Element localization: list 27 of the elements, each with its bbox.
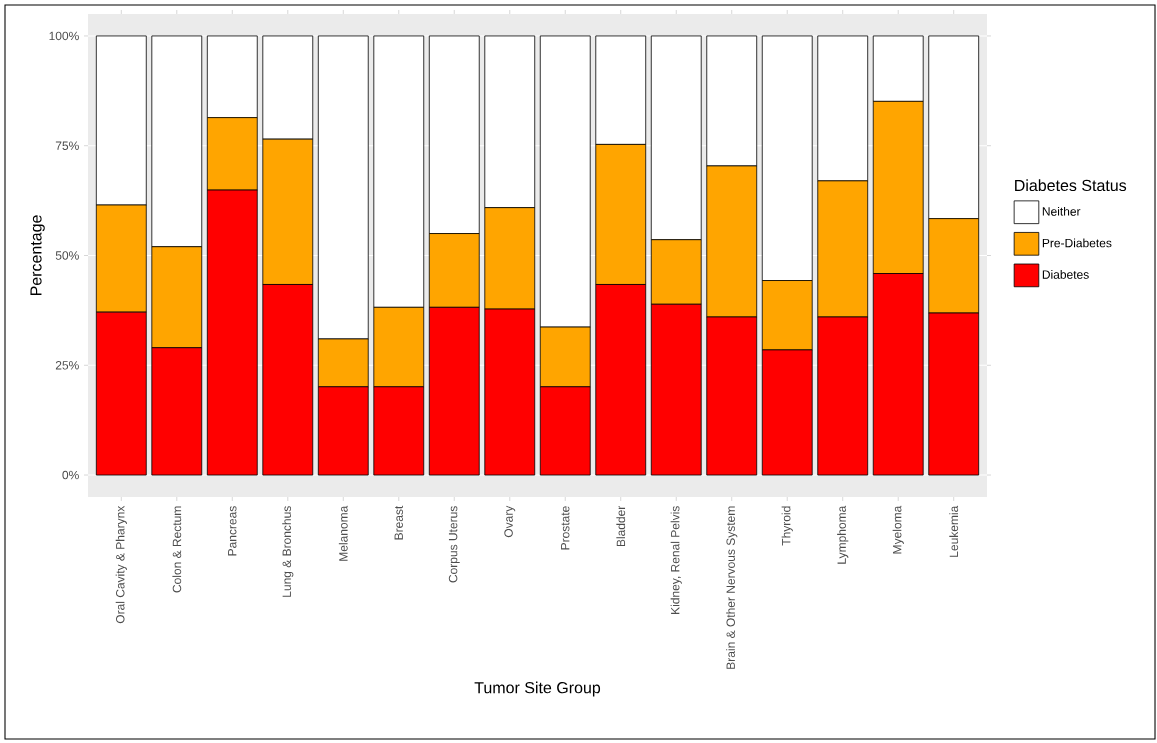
x-tick-label: Lymphoma: [837, 505, 849, 564]
x-tick-label: Thyroid: [781, 506, 793, 546]
x-tick-label: Lung & Bronchus: [282, 506, 294, 597]
x-tick-label: Prostate: [561, 506, 570, 550]
x-tick-label: Brain & Other Nervous System: [726, 506, 738, 669]
x-tick-label: Kidney, Renal Pelvis: [670, 506, 682, 614]
x-tick-label: Oral Cavity & Pharynx: [115, 505, 127, 624]
x-tick-label: Breast: [394, 505, 403, 540]
x-tick-label: Corpus Uterus: [448, 506, 460, 583]
x-tick-label: Ovary: [504, 505, 516, 538]
y-tick-label: 50%: [55, 251, 79, 260]
x-tick-label: Bladder: [616, 505, 626, 547]
y-tick-label: 75%: [55, 141, 79, 150]
legend-label: Neither: [1042, 206, 1081, 216]
x-tick-label: Leukemia: [949, 505, 959, 557]
x-tick-label: Colon & Rectum: [172, 506, 182, 593]
x-tick-label: Pancreas: [228, 506, 237, 556]
y-axis-title: Percentage: [30, 215, 45, 296]
legend-label: Diabetes: [1042, 270, 1089, 279]
legend-title: Diabetes Status: [1015, 179, 1127, 192]
x-tick-label: Myeloma: [892, 505, 904, 554]
x-axis-title: Tumor Site Group: [474, 681, 601, 697]
y-tick-label: 100%: [49, 31, 79, 41]
legend-label: Pre-Diabetes: [1042, 238, 1112, 248]
x-tick-label: Melanoma: [338, 505, 348, 561]
y-tick-label: 25%: [55, 361, 79, 370]
y-tick-label: 0%: [62, 470, 79, 480]
